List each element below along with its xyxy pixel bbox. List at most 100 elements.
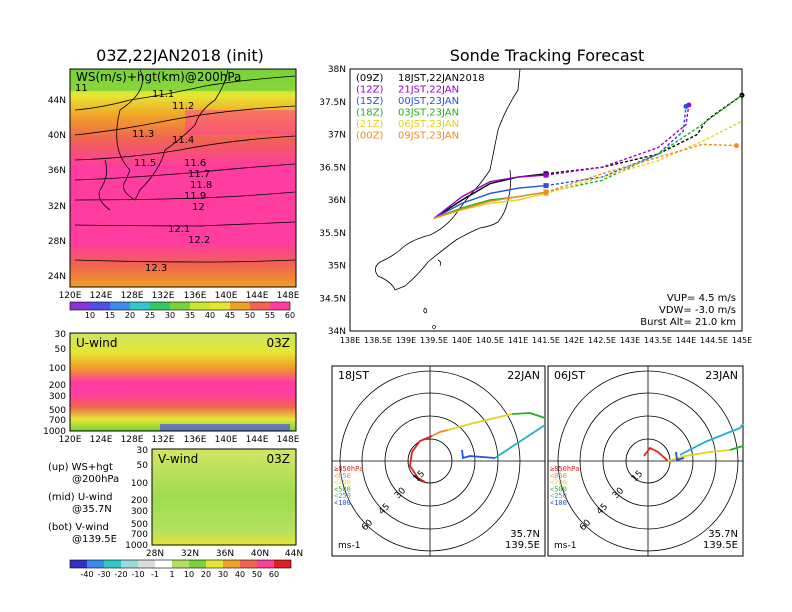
colorbar-tick: 20 [125,311,135,320]
track-marker-square [543,183,549,189]
hodo-legend-item: ≥850hPa [334,465,364,473]
colorbar-tick: 15 [105,311,115,320]
lon-tick: 136E [184,291,207,301]
hodo-trace [729,445,744,451]
hodo-time: 06JST [554,369,585,382]
lon-tick: 142.5E [588,336,616,345]
colorbar-tick: 40 [205,311,215,320]
lat-tick: 32N [181,549,199,559]
p-tick: 300 [131,507,148,517]
lat-tick: 34N [328,327,346,337]
contour-label: 12.3 [145,263,167,274]
hodo-legend-item: <850 [550,472,567,480]
lon-tick: 124E [90,435,113,445]
track-line-dashed-4 [545,120,743,195]
lon-tick: 142E [564,336,584,345]
hodo-time: 18JST [338,369,369,382]
uwind-time: 03Z [267,336,291,350]
hodo-legend-item: <500 [550,485,567,493]
lon-tick: 128E [121,291,144,301]
hodo-trace [447,413,513,431]
track-marker-square [543,189,549,195]
contour-label: 11.7 [188,169,210,180]
left-title: 03Z,22JAN2018 (init) [96,46,264,65]
colorbar-tick: -40 [80,570,93,579]
note-mid: (mid) U-wind [48,492,112,503]
lat-tick: 28N [146,549,164,559]
colorbar-tick: 55 [265,311,275,320]
note-bot: (bot) V-wind [48,522,109,533]
hodo-legend-item: <700 [550,479,567,487]
contour-label: 12.2 [188,235,210,246]
lon-tick: 140E [452,336,472,345]
hodo-ring [384,415,476,507]
colorbar-tick: 35 [185,311,195,320]
hodo-ring [579,392,717,530]
p-tick: 500 [49,406,66,416]
hodo-date: 22JAN [507,369,540,382]
track-frame [349,68,743,332]
uwind-panel: U-wind 03Z 30 50 100 200 300 500 700 100… [43,330,300,445]
lon-tick: 148E [277,291,300,301]
right-title: Sonde Tracking Forecast [450,46,645,65]
hodo-trace [461,449,496,460]
note-bot-level: @139.5E [72,534,117,545]
legend-time: 21JST,22JAN [398,85,459,96]
lat-tick: 36N [216,549,234,559]
lon-tick: 132E [152,435,175,445]
lon-tick: 139E [396,336,416,345]
colorbar-tick: -30 [97,570,110,579]
hodo-trace-low [643,446,669,462]
colorbar-tick: 10 [85,311,95,320]
lat-tick: 35.5N [319,229,346,239]
contour-label: 11.5 [134,158,156,169]
lon-tick: 143E [620,336,640,345]
lat-tick: 37N [328,131,346,141]
legend-code: (18Z) [356,108,383,119]
hodo-trace [679,423,744,456]
hodo-ring [407,438,453,484]
param-vup: VUP= 4.5 m/s [667,293,736,304]
contour-label: 11.2 [172,101,194,112]
p-tick: 100 [131,479,148,489]
lat-tick: 36N [328,196,346,206]
ws-frame [69,68,297,288]
lon-tick: 120E [59,291,82,301]
lon-tick: 144E [676,336,696,345]
contour-label: 11.1 [152,89,174,100]
hodo-trace [511,412,546,419]
colorbar-tick: 10 [184,570,194,579]
contour-label: 11.4 [172,135,194,146]
legend-time: 06JST,23JAN [398,119,459,130]
hodo-date: 23JAN [705,369,738,382]
legend-code: (15Z) [356,96,383,107]
hodo-ring [361,392,499,530]
legend-time: 18JST,22JAN2018 [398,73,485,84]
uwind-label: U-wind [76,336,117,350]
coastline [375,68,521,291]
colorbar-tick: 50 [252,570,262,579]
legend-time: 00JST,23JAN [398,96,459,107]
p-tick: 50 [55,345,67,355]
hodograph-2: 06JST 23JAN 35.7N 139.5E ms-1 15 30 45 6… [547,365,744,557]
uwind-field [70,333,296,431]
lon-tick: 136E [184,435,207,445]
p-tick: 50 [137,461,149,471]
legend-code: (21Z) [356,119,383,130]
track-line-dashed-2 [545,106,687,187]
track-series [433,92,745,220]
hodo-trace-low [409,435,433,483]
p-tick: 700 [49,416,66,426]
contour-label: 11.8 [190,180,212,191]
hodo-legend-item: <700 [334,479,351,487]
lon-tick: 143.5E [644,336,672,345]
contour-label: 11.3 [132,129,154,140]
lat-tick: 37.5N [319,98,346,108]
hodo-lat: 35.7N [708,529,738,540]
legend-code: (09Z) [356,73,383,84]
lat-tick: 32N [48,202,66,212]
contour-label: 12 [192,202,205,213]
lat-tick: 28N [48,237,66,247]
lat-tick: 24N [48,272,66,282]
lon-tick: 132E [152,291,175,301]
